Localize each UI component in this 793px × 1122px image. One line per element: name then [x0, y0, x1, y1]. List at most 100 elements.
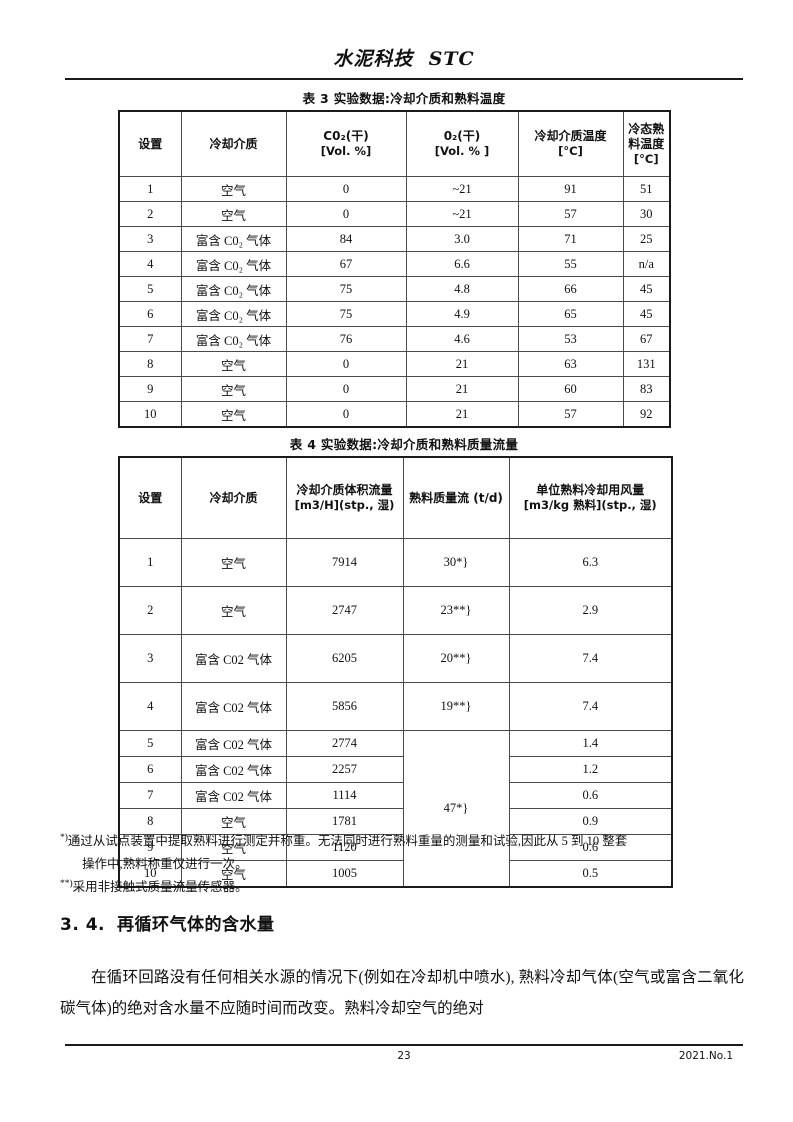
cell-volume-flow: 1120	[285, 834, 404, 861]
table-row: 7 富含 C0₂ 气体 76 4.6 53 67	[118, 326, 671, 352]
cell-setting: 3	[118, 634, 182, 683]
table4-col-medium-main: 冷却介质	[209, 490, 258, 505]
table3-caption: 表 3 实验数据:冷却介质和熟料温度	[302, 91, 506, 106]
cell-medium-temp: 57	[517, 201, 624, 227]
cell-o2: 21	[405, 351, 519, 377]
table-row: 7 富含 C02 气体 1114 0.6	[118, 782, 673, 809]
cell-setting: 1	[118, 176, 182, 202]
cell-mass-flow-merged: 47*}	[402, 730, 510, 888]
cell-volume-flow: 2774	[285, 730, 404, 757]
table4-caption: 表 4 实验数据:冷却介质和熟料质量流量	[289, 437, 519, 452]
table-row: 4 富含 C02 气体 5856 19**} 7.4	[118, 682, 673, 731]
cell-volume-flow: 2747	[285, 586, 404, 635]
cell-medium: 空气	[180, 376, 287, 402]
cell-setting: 9	[118, 376, 182, 402]
cell-medium: 富含 C0₂ 气体	[180, 276, 287, 302]
table-row: 1 空气 7914 30*} 6.3	[118, 538, 673, 587]
cell-clinker-temp: 30	[622, 201, 671, 227]
footnote-1-text: 通过从试点装置中提取熟料进行测定并称重。无法同时进行熟料重量的测量和试验,因此从…	[67, 834, 628, 849]
table3-col-medium-temp: 冷却介质温度 [°C]	[517, 110, 624, 177]
cell-medium-temp: 60	[517, 376, 624, 402]
table4: 设置 冷却介质 冷却介质体积流量 [m3/H](stp., 湿) 熟料质量流 (…	[118, 456, 673, 888]
table3-col-o2: 0₂(干) [Vol. % ]	[405, 110, 519, 177]
table3-col-clinker-temp-main: 冷态熟料温度	[628, 121, 665, 151]
section-number: 3. 4.	[60, 915, 105, 935]
cell-co2: 75	[285, 301, 407, 327]
cell-volume-flow: 2257	[285, 756, 404, 783]
cell-setting: 4	[118, 682, 182, 731]
table4-head: 设置 冷却介质 冷却介质体积流量 [m3/H](stp., 湿) 熟料质量流 (…	[118, 456, 673, 539]
table4-col-mass-flow: 熟料质量流 (t/d)	[402, 456, 510, 539]
table4-col-air-per-clinker: 单位熟料冷却用风量 [m3/kg 熟料](stp., 湿)	[508, 456, 673, 539]
cell-o2: 3.0	[405, 226, 519, 252]
footnote-2-text: 采用非接触式质量流量传感器。	[72, 880, 248, 895]
table3-col-co2-main: C0₂(干)	[323, 129, 369, 144]
cell-air-per-clinker: 2.9	[508, 586, 673, 635]
cell-volume-flow: 7914	[285, 538, 404, 587]
cell-setting: 10	[118, 860, 182, 888]
cell-clinker-temp: 131	[622, 351, 671, 377]
cell-volume-flow: 1005	[285, 860, 404, 888]
table4-col-setting-main: 设置	[138, 490, 163, 505]
cell-setting: 4	[118, 251, 182, 277]
cell-setting: 7	[118, 326, 182, 352]
cell-clinker-temp: 51	[622, 176, 671, 202]
cell-co2: 0	[285, 376, 407, 402]
cell-co2: 0	[285, 201, 407, 227]
cell-medium: 富含 C0₂ 气体	[180, 226, 287, 252]
table3-col-setting-main: 设置	[138, 136, 163, 151]
cell-medium-temp: 91	[517, 176, 624, 202]
cell-air-per-clinker: 1.4	[508, 730, 673, 757]
cell-air-per-clinker: 0.6	[508, 782, 673, 809]
footer-rule	[65, 1044, 743, 1046]
cell-o2: 4.9	[405, 301, 519, 327]
cell-medium-temp: 57	[517, 401, 624, 428]
cell-mass-flow: 20**}	[402, 634, 510, 683]
table4-col-setting: 设置	[118, 456, 182, 539]
footnote-2: **)采用非接触式质量流量传感器。	[60, 876, 750, 899]
table-row: 1 空气 0 ~21 91 51	[118, 176, 671, 202]
table-row: 9 空气 0 21 60 83	[118, 376, 671, 402]
table-row: 10 空气 0 21 57 92	[118, 401, 671, 428]
cell-clinker-temp: 92	[622, 401, 671, 428]
cell-setting: 1	[118, 538, 182, 587]
cell-co2: 67	[285, 251, 407, 277]
cell-medium-temp: 53	[517, 326, 624, 352]
cell-volume-flow: 1114	[285, 782, 404, 809]
cell-clinker-temp: 45	[622, 276, 671, 302]
table-row: 10 空气 1005 0.5	[118, 860, 673, 888]
table4-col-volume-flow-sub: [m3/H](stp., 湿)	[294, 498, 395, 513]
table4-col-volume-flow: 冷却介质体积流量 [m3/H](stp., 湿)	[285, 456, 404, 539]
cell-medium-temp: 71	[517, 226, 624, 252]
cell-medium: 空气	[180, 351, 287, 377]
footnote-1-mark: *)	[60, 833, 68, 843]
cell-setting: 5	[118, 730, 182, 757]
cell-co2: 84	[285, 226, 407, 252]
cell-setting: 10	[118, 401, 182, 428]
table-row: 8 空气 0 21 63 131	[118, 351, 671, 377]
table-row: 5 富含 C02 气体 2774 47*} 1.4	[118, 730, 673, 888]
table4-col-air-per-clinker-sub: [m3/kg 熟料](stp., 湿)	[523, 498, 657, 513]
cell-medium: 空气	[180, 176, 287, 202]
cell-setting: 6	[118, 756, 182, 783]
table-row: 6 富含 C0₂ 气体 75 4.9 65 45	[118, 301, 671, 327]
section-heading: 3. 4. 再循环气体的含水量	[60, 910, 275, 935]
cell-setting: 7	[118, 782, 182, 809]
table4-col-volume-flow-main: 冷却介质体积流量	[296, 483, 393, 498]
table4-col-mass-flow-main: 熟料质量流 (t/d)	[409, 490, 503, 505]
table-row: 3 富含 C02 气体 6205 20**} 7.4	[118, 634, 673, 683]
cell-air-per-clinker: 0.6	[508, 834, 673, 861]
footnote-1: *)通过从试点装置中提取熟料进行测定并称重。无法同时进行熟料重量的测量和试验,因…	[60, 830, 750, 876]
cell-setting: 9	[118, 834, 182, 861]
table3-col-clinker-temp-sub: [°C]	[633, 151, 659, 166]
cell-medium: 富含 C02 气体	[180, 634, 287, 683]
footnote-2-mark: **)	[60, 879, 73, 890]
cell-medium: 空气	[180, 538, 287, 587]
section-title: 再循环气体的含水量	[117, 915, 275, 935]
table3-col-co2: C0₂(干) [Vol. %]	[285, 110, 407, 177]
table3-col-o2-sub: [Vol. % ]	[434, 144, 490, 159]
cell-setting: 6	[118, 301, 182, 327]
cell-co2: 76	[285, 326, 407, 352]
cell-setting: 2	[118, 586, 182, 635]
